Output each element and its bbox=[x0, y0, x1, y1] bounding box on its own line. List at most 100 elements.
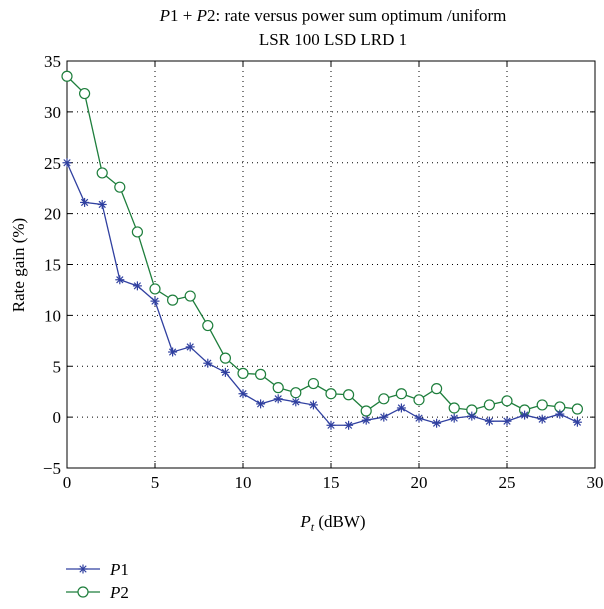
x-label-unit: (dBW) bbox=[314, 512, 365, 531]
y-tick-label: 15 bbox=[44, 256, 61, 275]
data-point-P1 bbox=[256, 399, 266, 409]
y-axis-label: Rate gain (%) bbox=[9, 218, 28, 312]
data-point-P2 bbox=[149, 283, 161, 295]
text-part: 1 + bbox=[170, 6, 197, 25]
data-point-P1 bbox=[484, 416, 494, 426]
data-point-P2 bbox=[237, 367, 249, 379]
text-part: P bbox=[109, 583, 120, 602]
data-point-P1 bbox=[326, 420, 336, 430]
data-point-P2 bbox=[325, 388, 337, 400]
x-tick-label: 30 bbox=[587, 473, 604, 492]
y-tick-label: 35 bbox=[44, 52, 61, 71]
data-point-P1 bbox=[97, 199, 107, 209]
legend-label: P2 bbox=[109, 583, 129, 602]
data-point-P1 bbox=[273, 394, 283, 404]
data-point-P1 bbox=[432, 418, 442, 428]
data-point-P2 bbox=[307, 377, 319, 390]
x-label-symbol: P bbox=[299, 512, 310, 531]
data-point-P1 bbox=[396, 403, 406, 413]
data-point-P1 bbox=[537, 414, 547, 424]
series-line-P1 bbox=[66, 162, 578, 426]
data-point-P2 bbox=[219, 352, 231, 364]
x-tick-label: 25 bbox=[499, 473, 516, 492]
data-point-P2 bbox=[272, 382, 284, 394]
text-part: P bbox=[109, 560, 120, 579]
data-point-P1 bbox=[80, 197, 90, 207]
text-part: 2 bbox=[120, 583, 129, 602]
chart-title-line-2: LSR 100 LSD LRD 1 bbox=[259, 30, 407, 49]
data-point-P2 bbox=[167, 294, 179, 306]
data-point-P2 bbox=[131, 226, 143, 238]
legend-marker-P1 bbox=[78, 564, 88, 574]
legend-item-P1: P1 bbox=[66, 560, 129, 579]
data-point-P2 bbox=[413, 394, 425, 406]
data-point-P2 bbox=[202, 319, 214, 332]
data-point-P1 bbox=[344, 420, 354, 430]
y-tick-label: −5 bbox=[43, 459, 61, 478]
data-point-P2 bbox=[483, 399, 495, 411]
data-point-P1 bbox=[414, 413, 424, 423]
x-tick-label: 5 bbox=[151, 473, 160, 492]
data-point-P1 bbox=[449, 413, 459, 423]
data-point-P1 bbox=[379, 412, 389, 422]
y-tick-label: 0 bbox=[53, 408, 62, 427]
y-tick-label: 20 bbox=[44, 205, 61, 224]
chart-title-line-1: P1 + P2: rate versus power sum optimum /… bbox=[159, 6, 507, 25]
x-tick-label: 0 bbox=[63, 473, 72, 492]
x-axis-label: Pt (dBW) bbox=[299, 512, 365, 534]
series-line-P2 bbox=[66, 75, 578, 412]
data-point-P1 bbox=[572, 417, 582, 427]
data-point-P2 bbox=[255, 368, 267, 380]
text-part: 1 bbox=[120, 560, 129, 579]
data-point-P2 bbox=[448, 402, 460, 414]
data-point-P1 bbox=[238, 389, 248, 399]
data-point-P2 bbox=[378, 393, 390, 405]
text-part: 2: rate versus power sum optimum /unifor… bbox=[207, 6, 506, 25]
y-tick-label: 10 bbox=[44, 306, 61, 325]
y-tick-label: 30 bbox=[44, 103, 61, 122]
data-point-P1 bbox=[520, 410, 530, 420]
data-point-P2 bbox=[184, 290, 196, 302]
data-point-P2 bbox=[501, 395, 513, 407]
series-P1 bbox=[62, 158, 582, 430]
data-point-P1 bbox=[220, 367, 230, 377]
data-point-P1 bbox=[291, 397, 301, 407]
legend-item-P2: P2 bbox=[66, 583, 129, 602]
x-tick-label: 10 bbox=[235, 473, 252, 492]
text-part: P bbox=[159, 6, 170, 25]
legend-label: P1 bbox=[109, 560, 129, 579]
chart-title: P1 + P2: rate versus power sum optimum /… bbox=[159, 6, 507, 49]
data-point-P2 bbox=[395, 388, 407, 400]
data-point-P2 bbox=[431, 383, 443, 395]
data-point-P2 bbox=[571, 403, 584, 415]
data-point-P2 bbox=[343, 389, 355, 401]
data-point-P2 bbox=[114, 181, 126, 193]
legend-marker-P2 bbox=[77, 586, 89, 598]
data-point-P2 bbox=[96, 167, 108, 179]
x-tick-label: 20 bbox=[411, 473, 428, 492]
series-P2 bbox=[61, 70, 584, 417]
text-part: P bbox=[196, 6, 207, 25]
data-point-P1 bbox=[361, 415, 371, 425]
grid bbox=[67, 61, 595, 468]
data-point-P1 bbox=[168, 347, 178, 357]
data-point-P1 bbox=[150, 296, 160, 306]
data-point-P1 bbox=[185, 342, 195, 352]
data-point-P2 bbox=[290, 387, 302, 399]
data-point-P2 bbox=[360, 405, 372, 417]
data-point-P1 bbox=[115, 275, 125, 285]
data-point-P1 bbox=[502, 416, 512, 426]
data-point-P1 bbox=[62, 158, 72, 168]
data-point-P2 bbox=[78, 87, 91, 100]
data-point-P1 bbox=[308, 400, 318, 410]
data-point-P2 bbox=[536, 399, 548, 411]
x-label-subscript: t bbox=[311, 520, 315, 534]
data-point-P1 bbox=[203, 358, 213, 368]
data-point-P1 bbox=[467, 411, 477, 421]
series-layer bbox=[61, 70, 584, 430]
y-tick-label: 25 bbox=[44, 154, 61, 173]
x-tick-label: 15 bbox=[323, 473, 340, 492]
